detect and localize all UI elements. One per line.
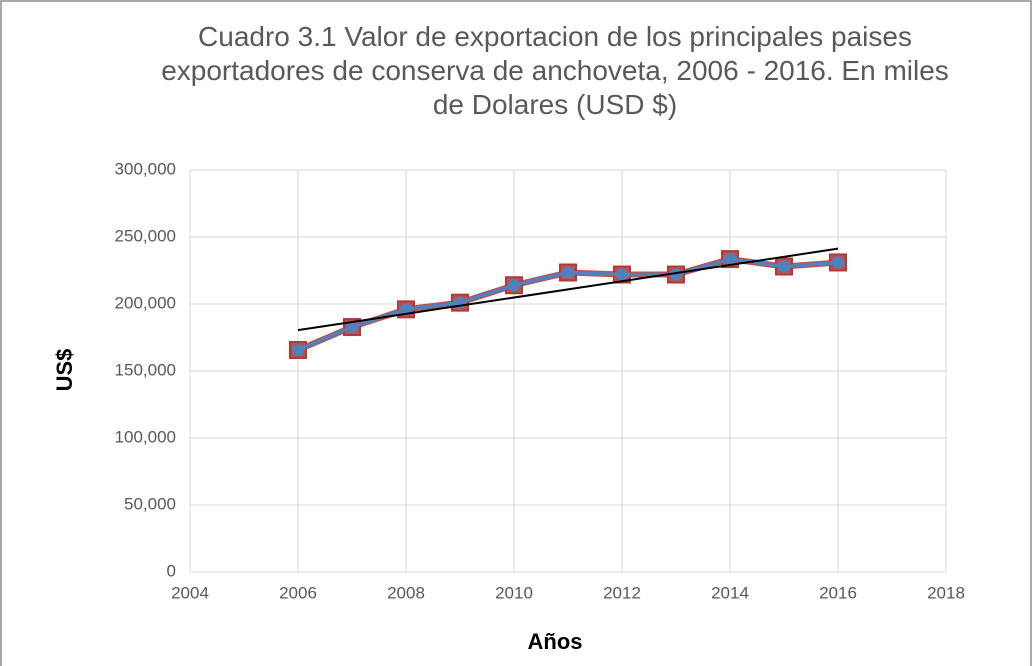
- marker: [724, 253, 736, 266]
- marker: [508, 279, 520, 292]
- x-tick-label: 2014: [711, 583, 749, 602]
- trendline: [297, 247, 839, 332]
- marker: [832, 256, 844, 269]
- marker: [616, 268, 628, 281]
- x-tick-label: 2012: [603, 583, 641, 602]
- y-tick-label: 200,000: [115, 293, 176, 312]
- chart-title: Cuadro 3.1 Valor de exportacion de los p…: [161, 21, 949, 120]
- marker: [562, 266, 574, 279]
- y-tick-label: 300,000: [115, 159, 176, 178]
- y-tick-label: 250,000: [115, 226, 176, 245]
- marker: [400, 303, 412, 316]
- y-tick-label: 50,000: [124, 494, 176, 513]
- y-tick-label: 100,000: [115, 427, 176, 446]
- y-tick-label: 150,000: [115, 360, 176, 379]
- x-tick-label: 2018: [927, 583, 965, 602]
- x-tick-label: 2008: [387, 583, 425, 602]
- y-tick-label: 0: [167, 561, 176, 580]
- x-tick-label: 2004: [171, 583, 209, 602]
- x-axis-label: Años: [528, 629, 583, 654]
- marker: [346, 321, 358, 334]
- x-tick-label: 2010: [495, 583, 533, 602]
- x-tick-label: 2006: [279, 583, 317, 602]
- marker: [292, 343, 304, 356]
- y-axis-label: US$: [52, 349, 77, 392]
- x-tick-label: 2016: [819, 583, 857, 602]
- marker: [670, 268, 682, 281]
- marker: [778, 260, 790, 273]
